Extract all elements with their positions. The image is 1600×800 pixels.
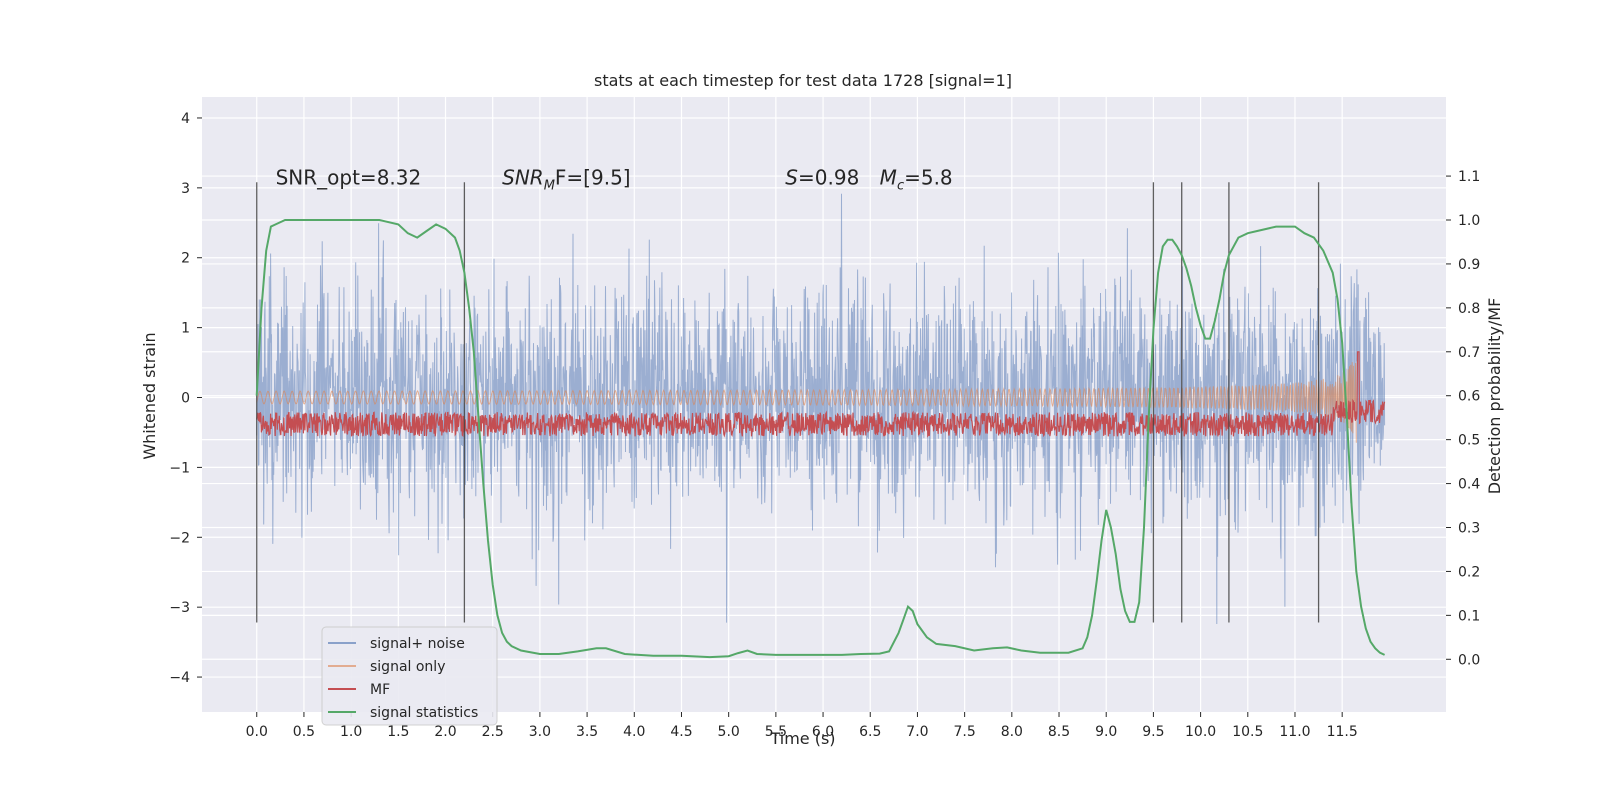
y-tick-label: 4 bbox=[181, 111, 190, 127]
y-tick-label: −3 bbox=[169, 600, 190, 616]
x-tick-label: 2.5 bbox=[482, 724, 504, 740]
y-tick-label: 3 bbox=[181, 181, 190, 197]
y-axis-ticks: 4 3 2 1 0 −1 −2 −3 −4 bbox=[169, 111, 202, 686]
x-tick-label: 6.5 bbox=[859, 724, 881, 740]
x-tick-label: 1.5 bbox=[387, 724, 409, 740]
y2-tick-label: 0.6 bbox=[1458, 389, 1480, 405]
x-tick-label: 2.0 bbox=[434, 724, 456, 740]
x-tick-label: 11.0 bbox=[1279, 724, 1310, 740]
y2-axis-label: Detection probability/MF bbox=[1485, 298, 1504, 495]
x-tick-label: 10.0 bbox=[1185, 724, 1216, 740]
mf-line bbox=[256, 351, 1386, 438]
y2-tick-label: 0.5 bbox=[1458, 433, 1480, 449]
y2-tick-label: 0.9 bbox=[1458, 257, 1480, 273]
x-tick-label: 0.5 bbox=[293, 724, 315, 740]
legend-label: signal+ noise bbox=[370, 636, 465, 652]
x-tick-label: 0.0 bbox=[246, 724, 268, 740]
x-tick-label: 10.5 bbox=[1232, 724, 1263, 740]
y2-tick-label: 0.2 bbox=[1458, 564, 1480, 580]
x-axis-label: Time (s) bbox=[769, 729, 835, 748]
legend-box bbox=[321, 626, 498, 726]
x-tick-label: 4.0 bbox=[623, 724, 645, 740]
y2-tick-label: 1.1 bbox=[1458, 169, 1480, 185]
y-tick-label: 0 bbox=[181, 391, 190, 407]
x-tick-label: 8.5 bbox=[1048, 724, 1070, 740]
signal-only-line bbox=[256, 362, 1357, 443]
y2-tick-label: 0.4 bbox=[1458, 477, 1480, 493]
y2-tick-label: 0.1 bbox=[1458, 608, 1480, 624]
x-tick-label: 6.0 bbox=[812, 724, 834, 740]
series-signal-statistics bbox=[255, 219, 1386, 659]
x-tick-label: 5.0 bbox=[718, 724, 740, 740]
x-tick-label: 1.0 bbox=[340, 724, 362, 740]
y-axis-label: Whitened strain bbox=[140, 332, 159, 459]
legend-label: MF bbox=[370, 682, 390, 698]
y-tick-label: −4 bbox=[169, 670, 190, 686]
legend-label: signal only bbox=[370, 659, 445, 675]
x-tick-label: 3.5 bbox=[576, 724, 598, 740]
signal-noise-line bbox=[256, 193, 1386, 625]
annotation-text: SNRMF=[9.5] bbox=[502, 165, 630, 193]
y2-tick-label: 0.7 bbox=[1458, 345, 1480, 361]
y2-tick-label: 1.0 bbox=[1458, 213, 1480, 229]
y-tick-label: −1 bbox=[169, 460, 190, 476]
y-tick-label: −2 bbox=[169, 530, 190, 546]
x-tick-label: 9.5 bbox=[1142, 724, 1164, 740]
x-tick-label: 9.0 bbox=[1095, 724, 1117, 740]
annotation-text: S=0.98 bbox=[785, 165, 859, 189]
annotation-text: SNR_opt=8.32 bbox=[276, 165, 422, 189]
annotations: SNR_opt=8.32 SNRMF=[9.5] S=0.98 Mc=5.8 bbox=[276, 165, 953, 193]
y2-tick-label: 0.3 bbox=[1458, 521, 1480, 537]
y-tick-label: 1 bbox=[181, 321, 190, 337]
x-tick-label: 4.5 bbox=[670, 724, 692, 740]
signal-statistics-line bbox=[255, 219, 1386, 659]
y2-tick-label: 0.0 bbox=[1458, 652, 1480, 668]
x-tick-label: 11.5 bbox=[1327, 724, 1358, 740]
legend-label: signal statistics bbox=[370, 705, 478, 721]
annotation-text: Mc=5.8 bbox=[880, 165, 953, 193]
series-signal-only bbox=[256, 362, 1357, 443]
chart-title: stats at each timestep for test data 172… bbox=[594, 71, 1012, 90]
x-tick-label: 3.0 bbox=[529, 724, 551, 740]
x-tick-label: 8.0 bbox=[1001, 724, 1023, 740]
series-signal-noise bbox=[256, 193, 1386, 625]
y2-tick-label: 0.8 bbox=[1458, 301, 1480, 317]
x-axis-ticks: 0.0 0.5 1.0 1.5 2.0 2.5 3.0 3.5 4.0 4.5 5.0 5.5 6.0 6… bbox=[246, 712, 1358, 740]
legend: signal+ noise signal only MF signal statist… bbox=[321, 626, 498, 726]
x-tick-label: 5.5 bbox=[765, 724, 787, 740]
series-mf bbox=[256, 351, 1386, 438]
x-tick-label: 7.0 bbox=[906, 724, 928, 740]
x-tick-label: 7.5 bbox=[954, 724, 976, 740]
y-tick-label: 2 bbox=[181, 251, 190, 267]
y2-axis-ticks: 1.1 1.0 0.9 0.8 0.7 0.6 0.5 0.4 0.3 0.2 0.1 0.0 bbox=[1446, 169, 1480, 668]
